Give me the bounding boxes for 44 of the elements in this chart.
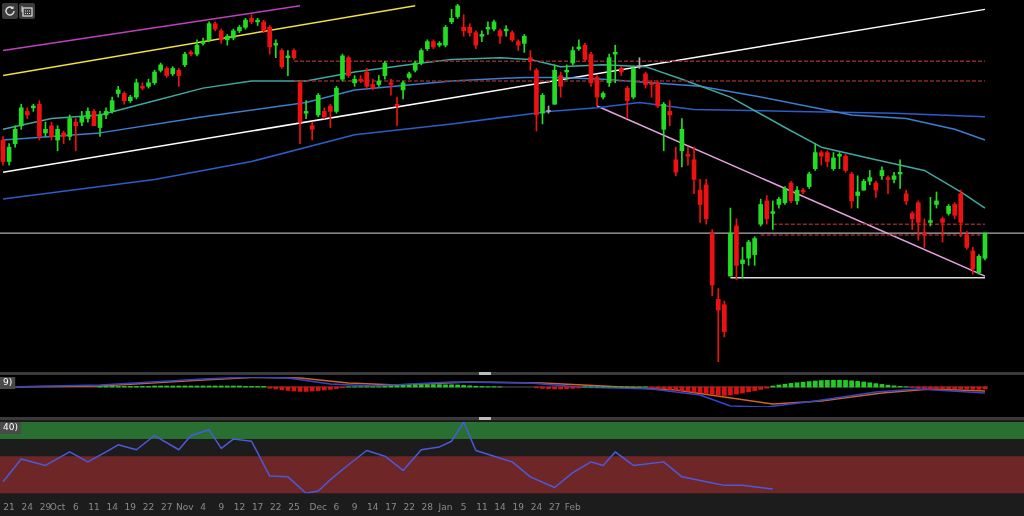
x-tick-label: Dec [309,501,327,512]
x-tick-label: 14 [106,501,119,512]
x-tick-label: 14 [494,501,507,512]
candlestick [855,175,861,209]
x-tick-label: 22 [270,501,282,512]
x-tick-label: 12 [233,501,246,512]
x-tick-label: 14 [367,501,379,512]
annotation: 40) [3,422,18,433]
candlestick [667,100,673,127]
x-tick-label: 5 [460,501,467,512]
candlestick [73,118,79,152]
candlestick [273,39,279,59]
x-tick-label: 22 [142,501,155,512]
x-tick-label: 19 [124,501,137,512]
x-tick-label: 22 [403,501,415,512]
annotation: 9) [3,377,13,388]
x-tick-label: Nov [176,501,195,512]
x-tick-label: Feb [564,501,582,512]
x-tick-label: 6 [333,501,340,512]
candlestick [388,78,394,96]
x-tick-label: 9 [218,501,225,512]
x-tick-label: 27 [160,501,173,512]
x-tick-label: 29 [39,501,52,512]
candlestick [885,175,891,195]
x-tick-label: 24 [530,501,543,512]
candlestick [770,200,776,230]
x-tick-label: Oct [49,501,66,512]
x-tick-label: 4 [200,501,207,512]
x-tick-label: Jan [437,501,453,512]
x-tick-label: 21 [3,501,15,512]
x-tick-label: 27 [548,501,561,512]
x-tick-label: 28 [421,501,434,512]
x-tick-label: 11 [476,501,488,512]
x-tick-label: 11 [88,501,100,512]
x-tick-label: 9 [351,501,358,512]
x-tick-label: 17 [251,501,264,512]
candlestick [303,100,309,119]
x-tick-label: 25 [288,501,300,512]
x-tick-label: 6 [72,501,79,512]
candlestick [564,64,570,80]
x-tick-label: 24 [21,501,34,512]
candlestick [612,44,618,84]
x-tick-label: 19 [512,501,525,512]
x-tick-label: 17 [385,501,397,512]
